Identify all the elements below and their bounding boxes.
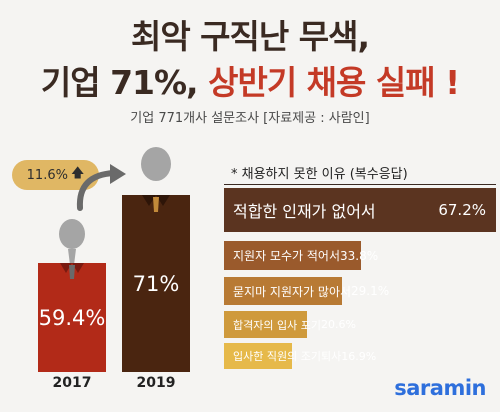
- curved-arrow-icon: [76, 164, 126, 211]
- reason-bar: 합격자의 입사 포기 20.6%: [224, 311, 356, 338]
- reason-bar: 지원자 모수가 적어서 33.8%: [224, 241, 378, 270]
- reason-value: 20.6%: [320, 318, 356, 331]
- reason-value: 29.1%: [351, 284, 390, 298]
- reason-label: 합격자의 입사 포기: [233, 318, 321, 332]
- growth-badge-value: 11.6%: [26, 167, 68, 183]
- headline-highlight: 상반기 채용 실패 !: [208, 63, 460, 102]
- collar-2017: [60, 263, 84, 279]
- reason-value: 16.9%: [341, 349, 377, 363]
- year-2019: 2019: [136, 375, 176, 391]
- growth-badge: 11.6% 🡅: [12, 160, 99, 190]
- person-2017-icon: [59, 219, 85, 265]
- bar-2017-label: 59.4%: [38, 305, 106, 330]
- bar-2017: 59.4%: [38, 263, 106, 372]
- headline-prefix: 기업 71%,: [40, 63, 209, 102]
- reason-label: 입사한 직원의 조기퇴사: [233, 350, 342, 363]
- subtitle: 기업 771개사 설문조사 [자료제공 : 사람인]: [130, 111, 370, 126]
- reason-value: 67.2%: [438, 201, 486, 219]
- reason-label: 묻지마 지원자가 많아서: [233, 284, 352, 299]
- bar-2019: 71%: [122, 195, 190, 372]
- headline-line1: 최악 구직난 무색,: [130, 17, 370, 56]
- year-2017: 2017: [52, 375, 92, 391]
- reasons-divider: [224, 184, 496, 185]
- reason-bar: 묻지마 지원자가 많아서 29.1%: [224, 277, 389, 305]
- reason-bar: 적합한 인재가 없어서 67.2%: [224, 188, 496, 232]
- bar-2019-label: 71%: [132, 271, 180, 296]
- reason-value: 33.8%: [340, 248, 379, 263]
- collar-2019: [142, 195, 170, 212]
- reason-bar: 입사한 직원의 조기퇴사 16.9%: [224, 343, 376, 369]
- person-2019-icon: [141, 147, 171, 181]
- reason-label: 지원자 모수가 적어서: [233, 249, 340, 263]
- arrow-up-icon: 🡅: [70, 166, 85, 181]
- headline-line2: 기업 71%, 상반기 채용 실패 !: [0, 56, 500, 104]
- reasons-title: * 채용하지 못한 이유 (복수응답): [231, 167, 408, 182]
- reason-label: 적합한 인재가 없어서: [233, 202, 376, 221]
- saramin-logo: saramin: [394, 376, 486, 400]
